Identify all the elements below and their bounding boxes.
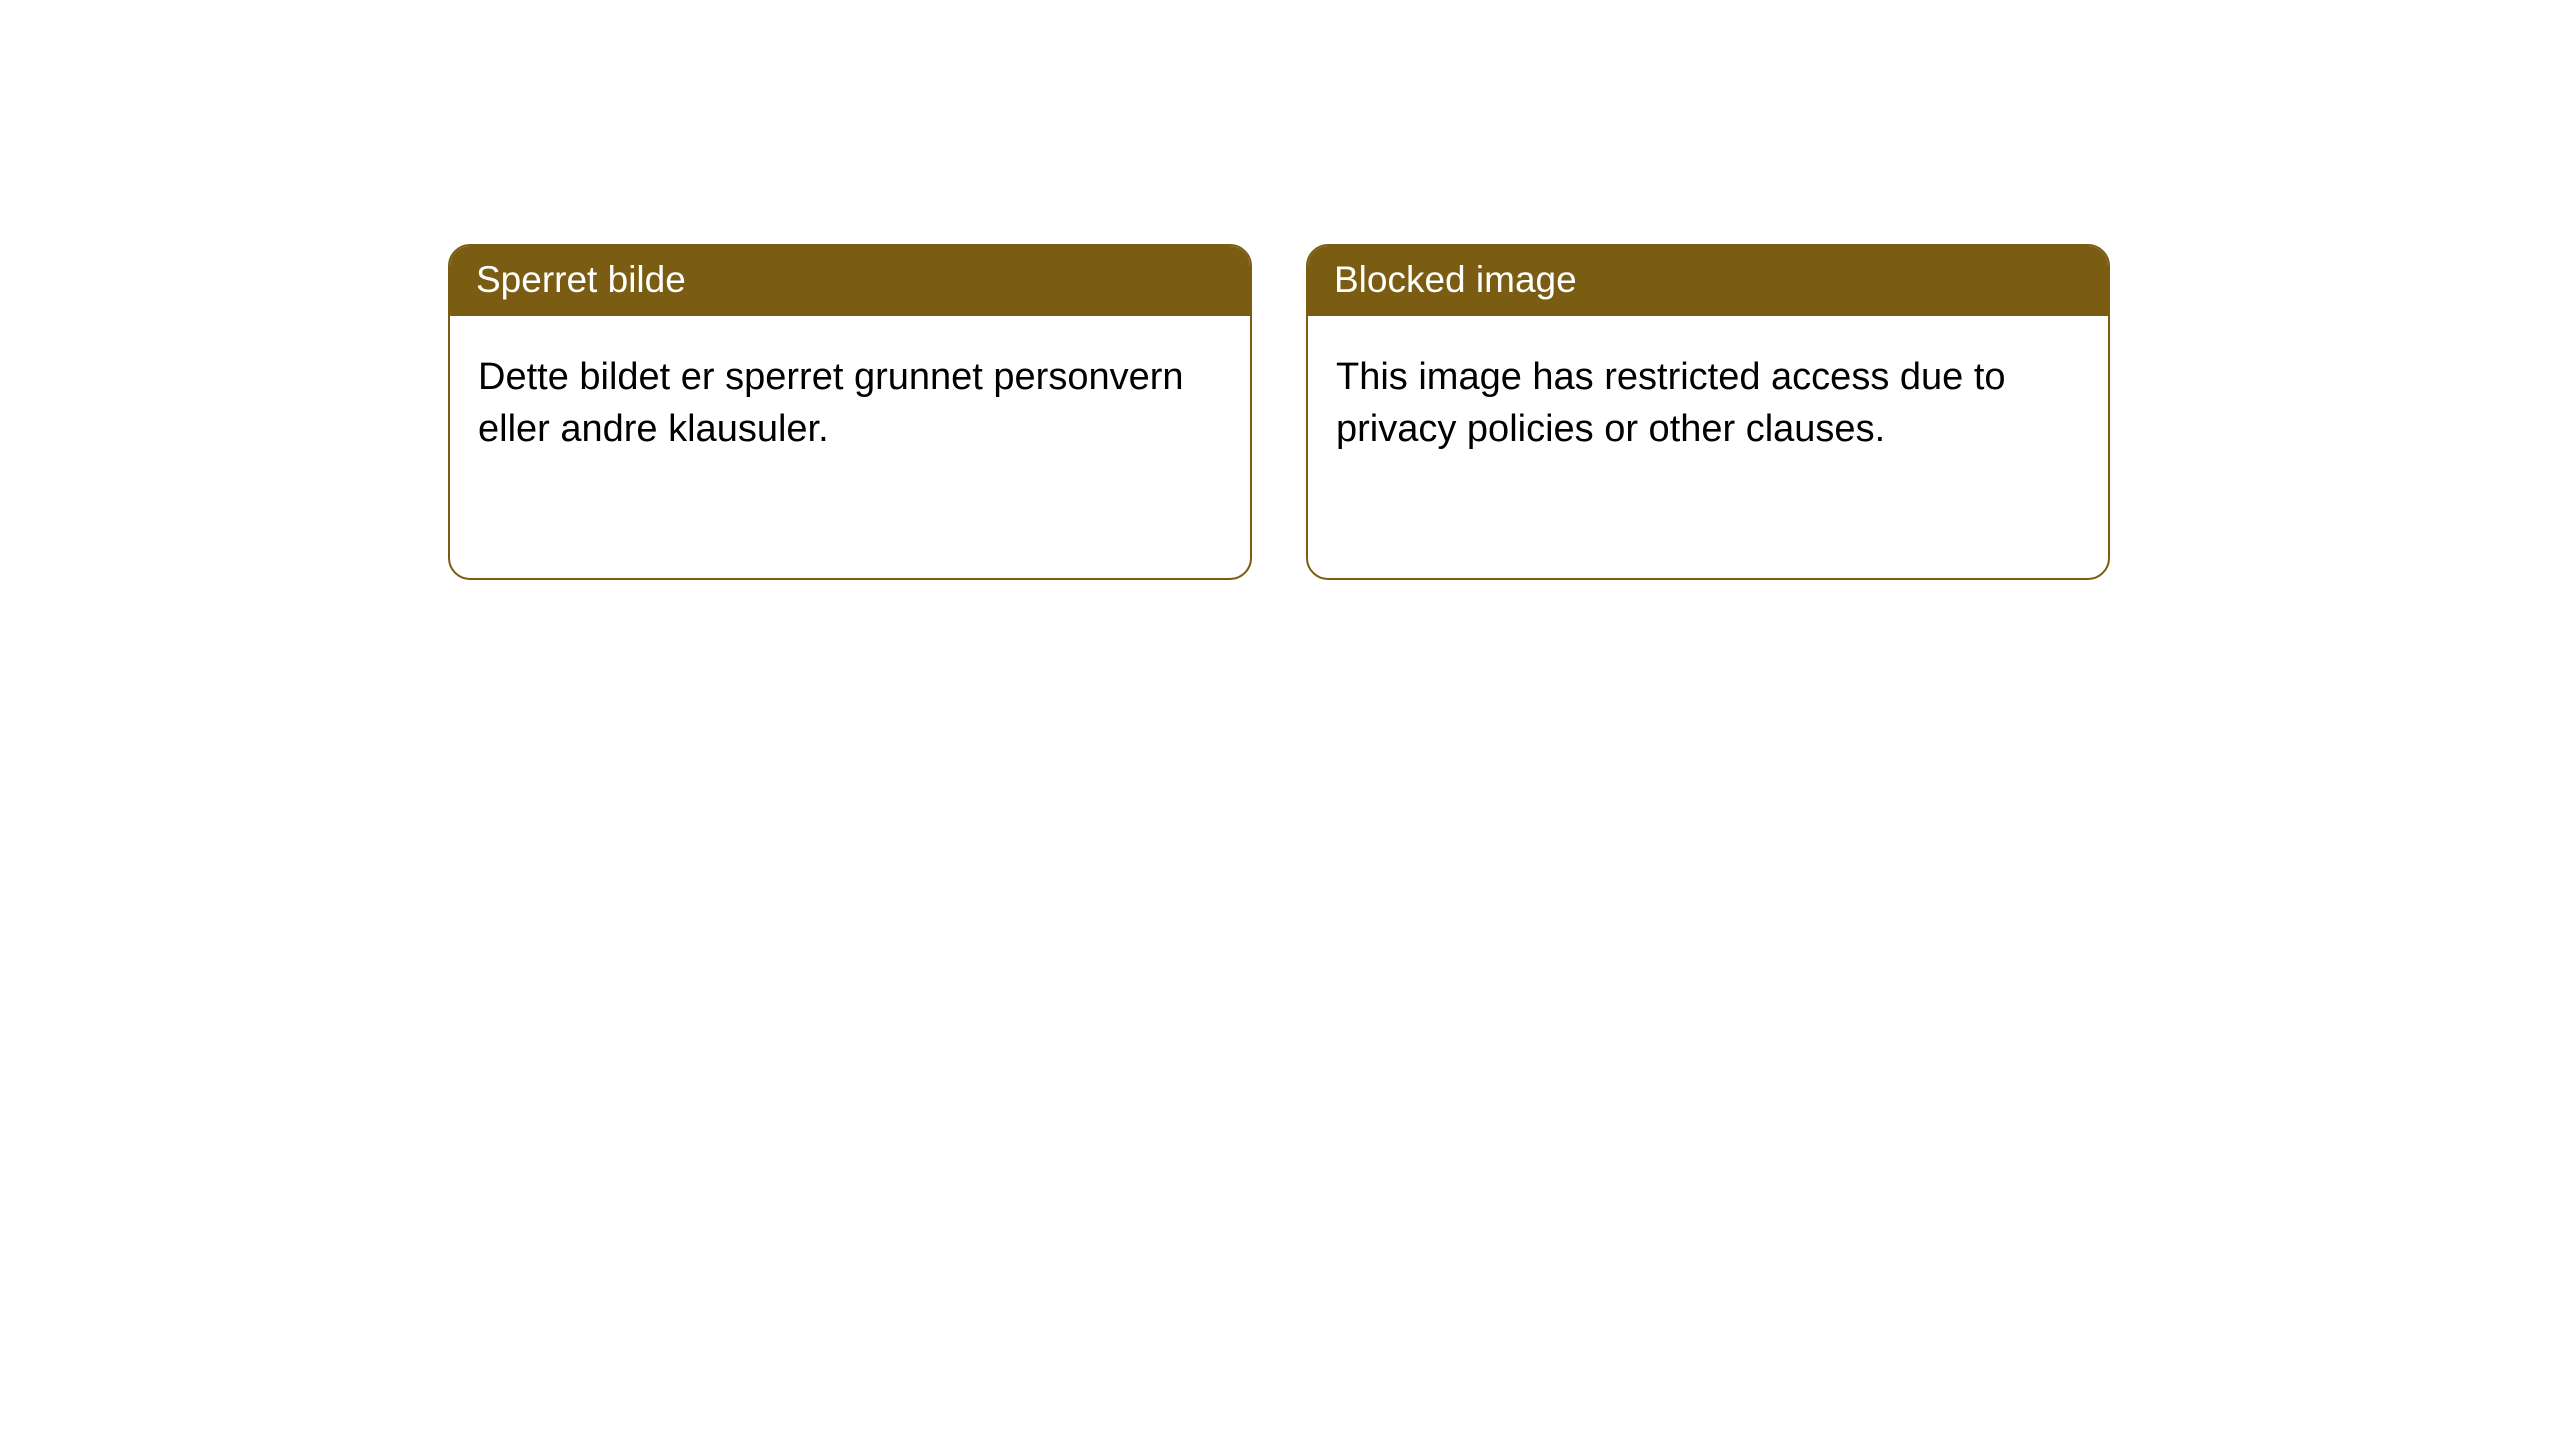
notice-body: This image has restricted access due to …	[1308, 316, 2108, 483]
notice-header: Sperret bilde	[450, 246, 1250, 316]
notice-container: Sperret bilde Dette bildet er sperret gr…	[0, 0, 2560, 580]
notice-body: Dette bildet er sperret grunnet personve…	[450, 316, 1250, 483]
notice-box-english: Blocked image This image has restricted …	[1306, 244, 2110, 580]
notice-header: Blocked image	[1308, 246, 2108, 316]
notice-box-norwegian: Sperret bilde Dette bildet er sperret gr…	[448, 244, 1252, 580]
